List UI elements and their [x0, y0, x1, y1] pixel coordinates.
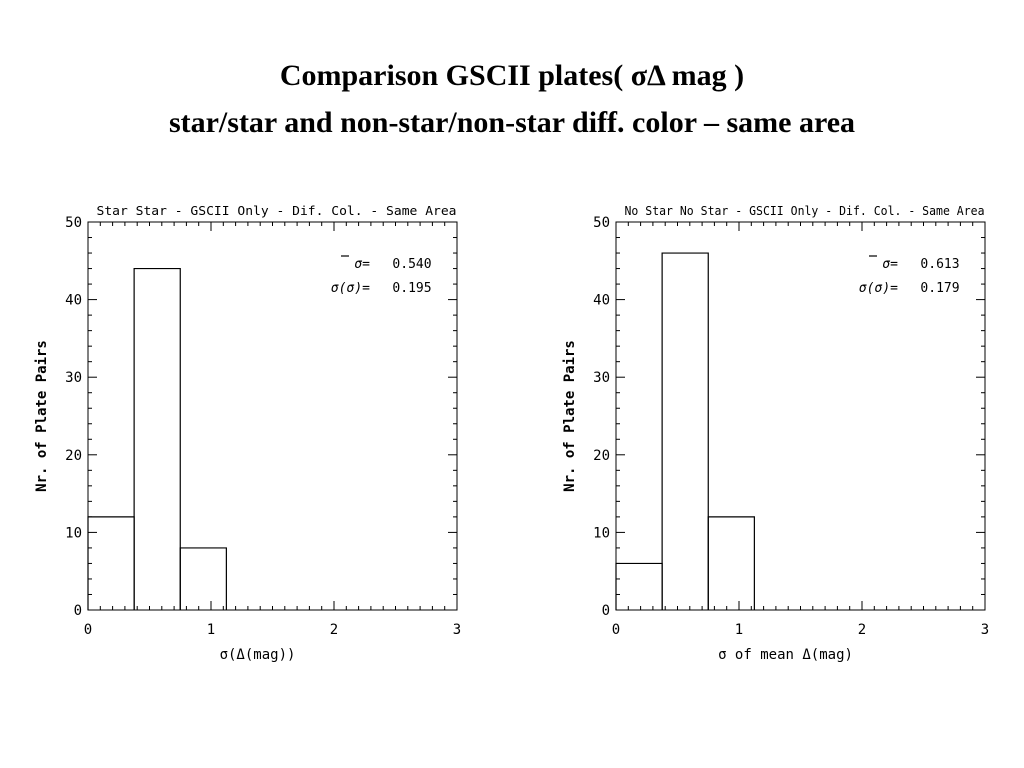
- slide-title-line1: Comparison GSCII plates( σΔ mag ): [279, 59, 745, 92]
- y-tick-label: 10: [65, 525, 82, 541]
- stat-label: σ(σ)=: [859, 281, 898, 296]
- x-tick-label: 2: [330, 622, 338, 638]
- x-tick-label: 2: [858, 622, 866, 638]
- x-tick-label: 3: [453, 622, 461, 638]
- y-tick-label: 0: [602, 603, 610, 619]
- histogram-bar: [615, 562, 663, 610]
- y-tick-label: 0: [74, 603, 82, 619]
- y-tick-label: 40: [593, 293, 610, 309]
- histogram-bar: [707, 516, 755, 610]
- histogram-chart-right: No Star No Star - GSCII Only - Dif. Col.…: [562, 203, 989, 663]
- stat-label: σ=: [354, 257, 370, 272]
- x-tick-label: 0: [84, 622, 92, 638]
- chart-title: Star Star - GSCII Only - Dif. Col. - Sam…: [97, 203, 457, 218]
- chart-title: No Star No Star - GSCII Only - Dif. Col.…: [625, 203, 985, 218]
- y-tick-label: 40: [65, 293, 82, 309]
- x-tick-label: 0: [612, 622, 620, 638]
- x-tick-label: 3: [981, 622, 989, 638]
- slide-title: Comparison GSCII plates( σΔ mag ) star/s…: [0, 52, 1024, 146]
- stat-label: σ=: [882, 257, 898, 272]
- histogram-bar: [179, 547, 227, 610]
- stat-label: σ(σ)=: [331, 281, 370, 296]
- x-tick-label: 1: [735, 622, 743, 638]
- y-tick-label: 50: [65, 215, 82, 231]
- histogram-bar: [133, 267, 181, 610]
- y-tick-label: 10: [593, 525, 610, 541]
- y-axis-label: Nr. of Plate Pairs: [34, 340, 50, 492]
- y-tick-label: 20: [593, 448, 610, 464]
- stat-value: 0.195: [392, 281, 431, 296]
- y-tick-label: 20: [65, 448, 82, 464]
- x-axis-label: σ(Δ(mag)): [220, 647, 296, 663]
- stat-value: 0.540: [392, 257, 431, 272]
- stat-value: 0.613: [920, 257, 959, 272]
- slide-title-line2: star/star and non-star/non-star diff. co…: [168, 106, 856, 139]
- y-tick-label: 50: [593, 215, 610, 231]
- x-axis-label: σ of mean Δ(mag): [718, 647, 853, 663]
- histogram-bar: [87, 516, 135, 610]
- histogram-chart-left: Star Star - GSCII Only - Dif. Col. - Sam…: [34, 203, 461, 663]
- y-axis-label: Nr. of Plate Pairs: [562, 340, 578, 492]
- x-tick-label: 1: [207, 622, 215, 638]
- histogram-bar: [661, 252, 709, 610]
- stat-value: 0.179: [920, 281, 959, 296]
- y-tick-label: 30: [65, 370, 82, 386]
- y-tick-label: 30: [593, 370, 610, 386]
